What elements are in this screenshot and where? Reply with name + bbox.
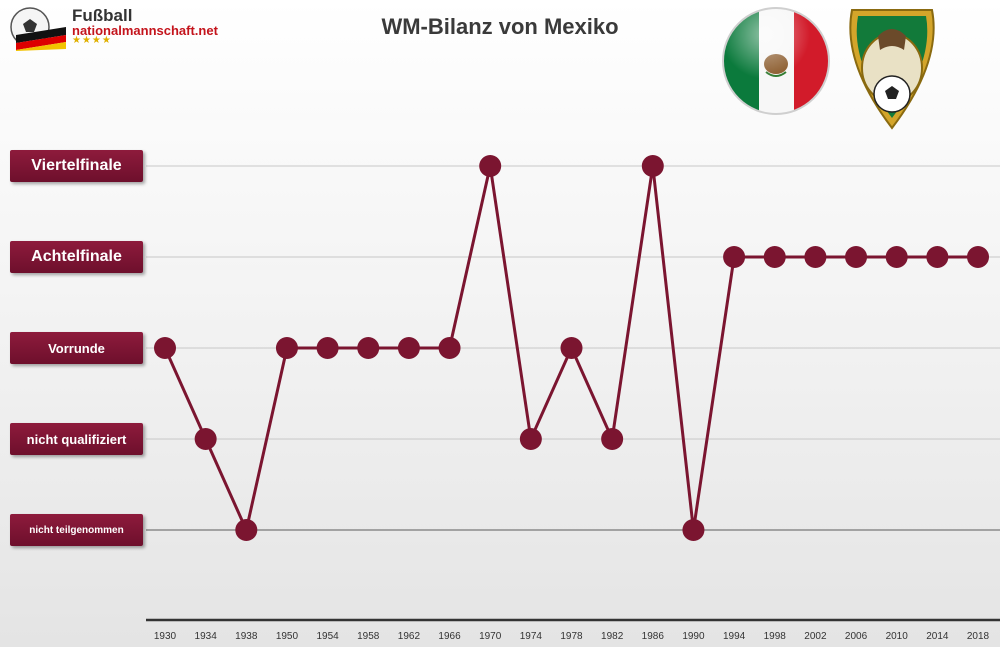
x-tick-label: 2006 bbox=[844, 631, 868, 642]
data-point-1970 bbox=[479, 155, 502, 177]
data-point-1974 bbox=[519, 428, 542, 450]
data-point-1950 bbox=[275, 337, 298, 359]
x-tick-label: 1978 bbox=[560, 631, 583, 642]
data-point-2006 bbox=[845, 246, 868, 268]
data-point-1998 bbox=[763, 246, 786, 268]
data-point-2014 bbox=[926, 246, 949, 268]
data-point-2010 bbox=[885, 246, 908, 268]
logo-domain: nationalmannschaft.net bbox=[72, 23, 218, 38]
x-tick-label: 1974 bbox=[519, 631, 542, 642]
y-level-label: Achtelfinale bbox=[10, 241, 143, 273]
federation-crest-icon bbox=[849, 9, 935, 130]
x-tick-label: 2002 bbox=[804, 631, 827, 642]
x-tick-label: 1998 bbox=[763, 631, 786, 642]
x-tick-label: 1950 bbox=[275, 631, 299, 642]
data-point-1954 bbox=[316, 337, 339, 359]
data-point-1958 bbox=[357, 337, 380, 359]
data-point-1930 bbox=[154, 337, 176, 359]
site-logo[interactable]: Fußball nationalmannschaft.net ★★★★ bbox=[4, 2, 218, 51]
x-tick-label: 1990 bbox=[682, 631, 705, 642]
data-point-1962 bbox=[397, 337, 420, 359]
x-tick-label: 1986 bbox=[641, 631, 664, 642]
x-tick-label: 1930 bbox=[153, 631, 177, 642]
logo-title: Fußball bbox=[72, 6, 133, 25]
data-point-1938 bbox=[235, 519, 258, 541]
data-point-1994 bbox=[723, 246, 746, 268]
data-point-1990 bbox=[682, 519, 705, 541]
football-flag-icon bbox=[10, 7, 66, 51]
x-tick-label: 2014 bbox=[926, 631, 949, 642]
x-tick-label: 1966 bbox=[438, 631, 461, 642]
x-tick-label: 1982 bbox=[601, 631, 624, 642]
y-level-label: nicht qualifiziert bbox=[10, 423, 143, 455]
data-point-1982 bbox=[601, 428, 624, 450]
x-tick-label: 1962 bbox=[397, 631, 421, 642]
x-tick-label: 1970 bbox=[479, 631, 502, 642]
logo-stars: ★★★★ bbox=[72, 35, 112, 46]
x-tick-label: 2018 bbox=[966, 631, 990, 642]
y-level-label: nicht teilgenommen bbox=[10, 514, 143, 546]
x-tick-label: 1958 bbox=[357, 631, 380, 642]
data-point-1986 bbox=[641, 155, 664, 177]
mexico-flag-icon bbox=[722, 7, 830, 115]
x-tick-label: 1994 bbox=[722, 631, 746, 642]
data-point-2002 bbox=[804, 246, 827, 268]
data-point-1978 bbox=[560, 337, 583, 359]
x-tick-label: 2010 bbox=[885, 631, 908, 642]
x-tick-label: 1954 bbox=[316, 631, 339, 642]
x-tick-label: 1938 bbox=[235, 631, 258, 642]
data-point-1966 bbox=[438, 337, 461, 359]
data-point-1934 bbox=[194, 428, 217, 450]
y-level-label: Vorrunde bbox=[10, 332, 143, 364]
chart-title: WM-Bilanz von Mexiko bbox=[381, 14, 619, 39]
y-level-label: Viertelfinale bbox=[10, 150, 143, 182]
data-point-2018 bbox=[967, 246, 989, 268]
x-tick-label: 1934 bbox=[194, 631, 217, 642]
